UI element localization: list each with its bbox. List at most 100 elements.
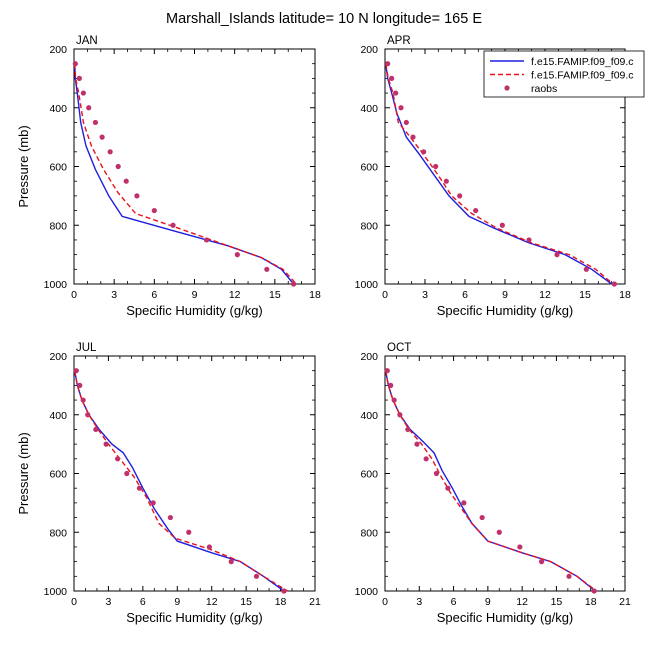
raobs-point xyxy=(170,222,176,228)
y-tick-label: 800 xyxy=(49,527,67,539)
panel-label: JUL xyxy=(76,342,97,354)
raobs-point xyxy=(93,426,99,433)
raobs-point xyxy=(290,281,297,287)
x-axis-label: Specific Humidity (g/kg) xyxy=(437,303,574,318)
model-2-line xyxy=(74,63,297,285)
raobs-point xyxy=(77,382,83,388)
raobs-point xyxy=(150,500,156,506)
plot-frame xyxy=(73,355,316,592)
y-tick-label: 600 xyxy=(360,469,378,481)
raobs-point xyxy=(473,207,479,214)
y-tick-label: 200 xyxy=(49,44,67,56)
x-tick-label: 3 xyxy=(422,289,428,301)
x-tick-label: 0 xyxy=(71,596,77,608)
x-tick-label: 15 xyxy=(269,289,281,301)
y-tick-label: 200 xyxy=(360,351,378,363)
x-tick-label: 0 xyxy=(382,289,388,301)
model-2-line xyxy=(73,370,288,592)
raobs-point xyxy=(566,573,572,579)
raobs-point xyxy=(538,559,545,565)
panel-label: OCT xyxy=(387,342,411,354)
x-tick-label: 12 xyxy=(229,289,241,301)
legend-label: f.e15.FAMIP.f09_f09.c xyxy=(531,70,634,82)
model-1-line xyxy=(384,370,596,592)
raobs-point xyxy=(405,426,411,433)
plot-frame xyxy=(384,355,626,592)
panel-jan: 0 3 6 9 12 15 18 200 400 600 800 1000 JAN Specific Hu… xyxy=(16,35,321,318)
x-tick-label: 0 xyxy=(71,289,77,301)
model-2-line xyxy=(385,63,614,285)
y-axis-label: Pressure (mb) xyxy=(16,125,31,207)
raobs-point xyxy=(115,163,121,170)
x-tick-label: 9 xyxy=(485,596,491,608)
x-tick-label: 18 xyxy=(309,289,321,301)
raobs-point xyxy=(414,441,420,447)
plot-frame xyxy=(73,48,316,285)
x-tick-label: 18 xyxy=(619,289,631,301)
raobs-point xyxy=(73,368,79,374)
legend: f.e15.FAMIP.f09_f09.c f.e15.FAMIP.f09_f09… xyxy=(483,50,645,98)
raobs-point xyxy=(99,134,105,140)
raobs-point xyxy=(479,514,485,521)
y-tick-label: 600 xyxy=(49,162,67,174)
raobs-point xyxy=(385,61,391,67)
raobs-point xyxy=(136,485,143,491)
x-tick-label: 6 xyxy=(151,289,157,301)
raobs-point xyxy=(461,500,467,506)
raobs-point xyxy=(85,412,91,418)
x-tick-label: 12 xyxy=(206,596,218,608)
figure-title: Marshall_Islands latitude= 10 N longitud… xyxy=(166,11,482,27)
x-tick-label: 21 xyxy=(619,596,631,608)
raobs-point xyxy=(264,266,270,272)
y-axis-label: Pressure (mb) xyxy=(16,432,31,514)
panel-jul: 0 3 6 9 12 15 18 21 200 400 600 800 1000 JUL Specific … xyxy=(16,342,321,625)
raobs-point xyxy=(433,470,440,477)
raobs-point xyxy=(107,149,113,155)
raobs-point xyxy=(206,544,213,550)
raobs-point xyxy=(591,588,597,594)
x-tick-label: 15 xyxy=(579,289,591,301)
raobs-point xyxy=(234,252,240,258)
y-tick-label: 200 xyxy=(49,351,67,363)
raobs-point xyxy=(123,178,129,184)
raobs-point xyxy=(499,222,505,228)
y-tick-label: 1000 xyxy=(44,279,68,291)
legend-label: raobs xyxy=(531,83,557,95)
raobs-point xyxy=(80,90,86,96)
raobs-point xyxy=(281,588,287,594)
raobs-point xyxy=(397,412,403,418)
panel-label: APR xyxy=(387,35,411,47)
model-1-line xyxy=(74,63,295,285)
x-tick-label: 12 xyxy=(516,596,528,608)
x-tick-label: 3 xyxy=(106,596,112,608)
raobs-point xyxy=(433,163,439,170)
raobs-point xyxy=(526,237,532,243)
x-tick-label: 9 xyxy=(192,289,198,301)
raobs-point xyxy=(457,193,463,199)
raobs-point xyxy=(103,441,109,447)
raobs-point xyxy=(92,119,99,126)
y-tick-label: 1000 xyxy=(355,586,379,598)
y-tick-label: 800 xyxy=(360,220,378,232)
raobs-point xyxy=(72,61,78,67)
raobs-point xyxy=(423,456,429,462)
raobs-point xyxy=(554,252,560,258)
raobs-point xyxy=(517,544,523,550)
raobs-point xyxy=(76,75,82,81)
y-tick-label: 400 xyxy=(49,410,67,422)
y-tick-label: 800 xyxy=(49,220,67,232)
legend-marker xyxy=(504,85,510,91)
raobs-point xyxy=(388,382,394,388)
y-tick-label: 600 xyxy=(49,469,67,481)
raobs-point xyxy=(253,573,260,579)
legend-label: f.e15.FAMIP.f09_f09.c xyxy=(531,56,634,68)
y-tick-label: 400 xyxy=(360,103,378,115)
y-tick-label: 1000 xyxy=(44,586,68,598)
raobs-point xyxy=(115,456,121,462)
model-1-line xyxy=(385,63,613,285)
raobs-point xyxy=(228,559,234,565)
raobs-point xyxy=(445,485,451,491)
raobs-point xyxy=(391,397,397,403)
